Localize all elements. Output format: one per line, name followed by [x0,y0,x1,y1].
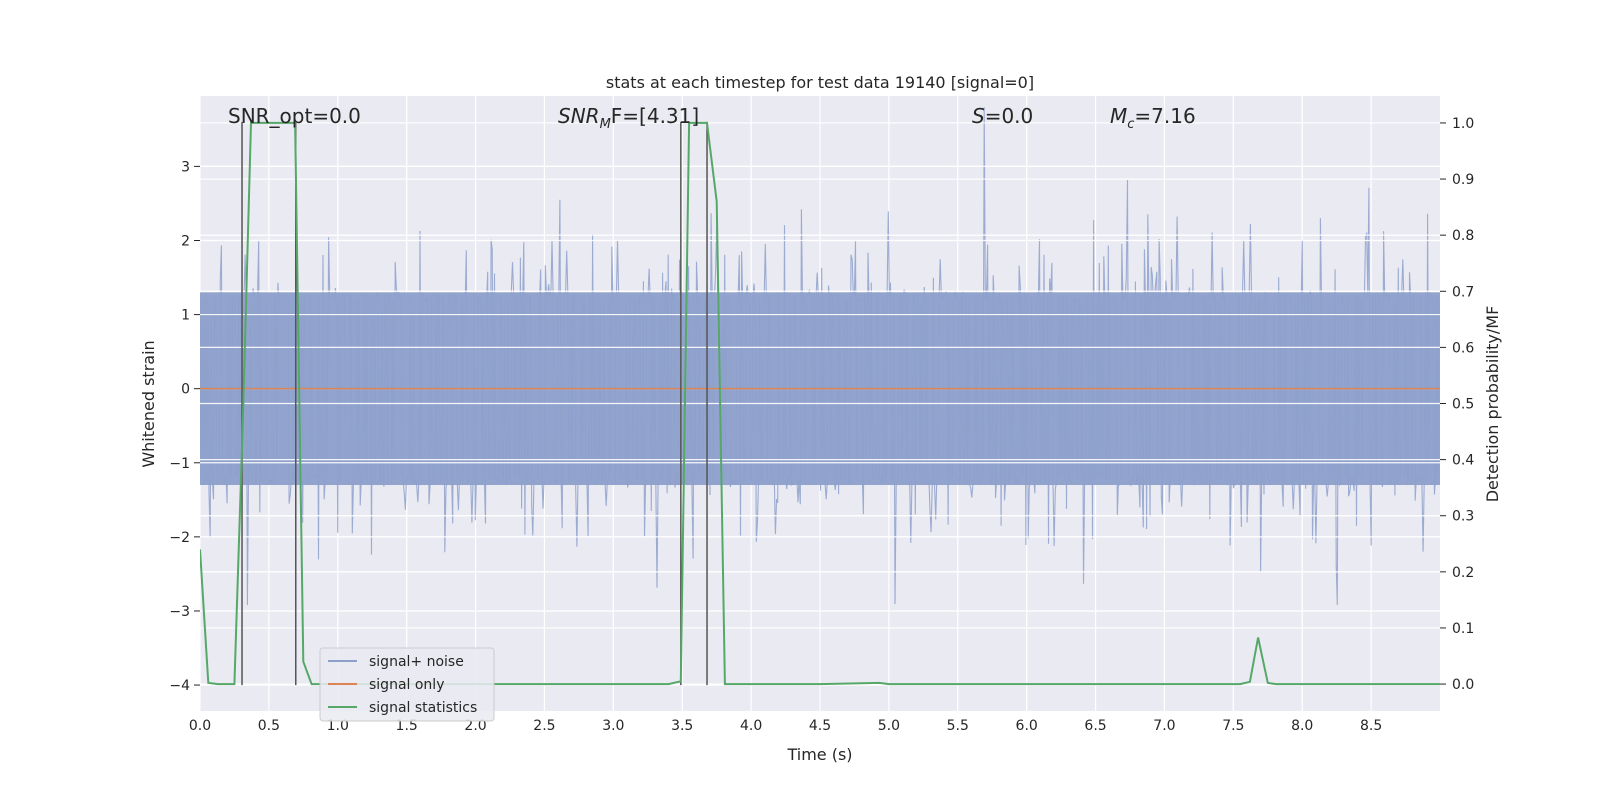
annotation-s-rest: =0.0 [985,104,1034,128]
y2-tick-label: 0.4 [1452,453,1474,469]
annotation-snr-mf-main: SNR [558,104,600,128]
series-signal-statistics [200,121,1440,686]
annotation-snr-opt: SNR_opt=0.0 [228,104,361,128]
y2-tick-label: 0.8 [1452,228,1474,244]
legend-box [319,647,495,722]
legend-label-signal-noise: signal+ noise [369,654,464,670]
x-tick-label: 4.5 [809,718,831,734]
annotation-mc-rest: =7.16 [1134,104,1195,128]
y2-tick-label: 0.1 [1452,621,1474,637]
y2-tick-label: 0.6 [1452,340,1474,356]
y-tick-label: 2 [181,233,190,249]
annotation-mc-sub: c [1127,117,1134,132]
y2-tick-label: 0.9 [1452,172,1474,188]
x-axis-label: Time (s) [786,745,852,764]
legend-label-signal-statistics: signal statistics [369,700,477,716]
x-tick-label: 0.5 [258,718,280,734]
x-tick-label: 1.0 [327,718,349,734]
data-layer [200,107,1440,686]
annotation-s: S=0.0 [972,104,1033,128]
y2-tick-label: 0.0 [1452,677,1474,693]
x-tick-label: 6.5 [1084,718,1106,734]
legend-label-signal-only: signal only [369,677,444,693]
y-tick-label: −4 [169,678,190,694]
annotation-snr-mf-rest: F=[4.31] [611,104,699,128]
annotation-mc-main: M [1110,104,1127,128]
y2-tick-label: 0.5 [1452,397,1474,413]
y2-tick-label: 0.2 [1452,565,1474,581]
x-tick-label: 2.0 [464,718,486,734]
x-tick-label: 7.0 [1153,718,1175,734]
x-tick-label: 3.0 [602,718,624,734]
y-tick-label: 0 [181,382,190,398]
chart-title: stats at each timestep for test data 191… [606,73,1034,92]
legend: signal+ noise signal only signal statist… [319,647,495,722]
y2-tick-label: 0.3 [1452,509,1474,525]
y-tick-label: −3 [169,604,190,620]
y-tick-label: −2 [169,530,190,546]
annotation-snr-mf: SNRMF=[4.31] [558,104,699,132]
y2-tick-label: 1.0 [1452,116,1474,132]
annotation-s-main: S [972,104,985,128]
x-tick-label: 5.0 [878,718,900,734]
x-tick-label: 1.5 [396,718,418,734]
x-tick-label: 8.0 [1291,718,1313,734]
y-axis-label: Whitened strain [139,340,158,467]
y2-tick-label: 0.7 [1452,284,1474,300]
x-tick-label: 5.5 [947,718,969,734]
x-tick-label: 4.0 [740,718,762,734]
x-tick-label: 8.5 [1360,718,1382,734]
y-tick-label: 1 [181,308,190,324]
annotations: SNR_opt=0.0 SNRMF=[4.31] S=0.0 Mc=7.16 [228,104,1196,132]
y-tick-label: 3 [181,159,190,175]
annotation-snr-mf-sub: M [600,117,611,132]
x-tick-label: 3.5 [671,718,693,734]
x-tick-label: 6.0 [1016,718,1038,734]
x-tick-label: 7.5 [1222,718,1244,734]
y2-axis-label: Detection probability/MF [1483,306,1502,503]
annotation-mc: Mc=7.16 [1110,104,1196,132]
y-tick-label: −1 [169,456,190,472]
axes: 0.0 0.5 1.0 1.5 2.0 2.5 3.0 3.5 4.0 4.5 5.0 5.5 6.0 6… [169,116,1474,734]
x-tick-label: 2.5 [533,718,555,734]
x-tick-label: 0.0 [189,718,211,734]
